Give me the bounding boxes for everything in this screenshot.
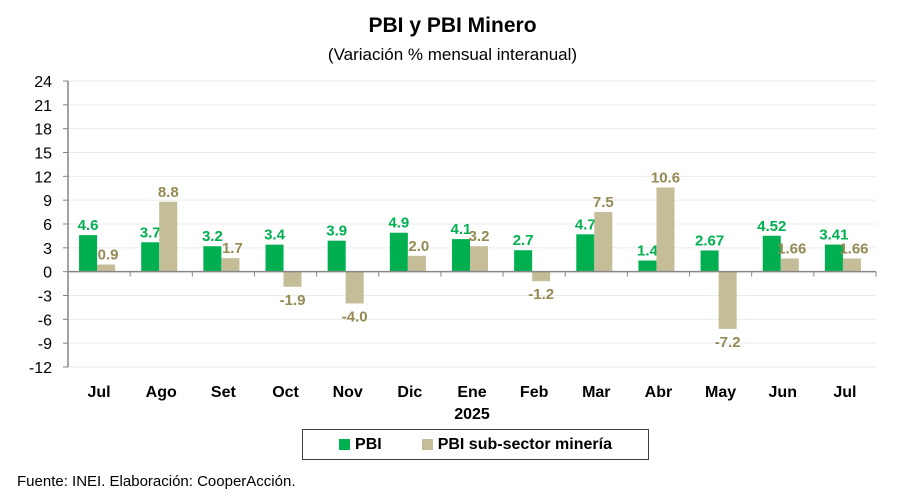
bar-mineria <box>97 264 116 272</box>
data-label-pbi: 4.9 <box>388 215 409 232</box>
data-label-mineria: 2.0 <box>408 238 429 255</box>
data-label-pbi: 3.2 <box>202 228 223 245</box>
data-label-mineria: 0.9 <box>98 247 119 264</box>
x-tick-label: Ene <box>457 384 486 401</box>
data-label-pbi: 3.7 <box>140 224 161 241</box>
bar-mineria <box>283 271 302 287</box>
y-tick-label: 24 <box>34 74 52 91</box>
data-label-pbi: 3.9 <box>326 223 347 240</box>
bar-mineria <box>594 212 613 272</box>
x-tick-label: Abr <box>645 384 673 401</box>
legend-item-mineria: PBI sub-sector minería <box>421 435 612 454</box>
legend: PBI PBI sub-sector minería <box>302 429 649 460</box>
legend-label-mineria: PBI sub-sector minería <box>437 435 612 453</box>
chart-title: PBI y PBI Minero <box>368 14 537 37</box>
x-tick-label: Feb <box>520 384 549 401</box>
bar-pbi <box>265 244 284 272</box>
legend-swatch-pbi <box>339 439 351 450</box>
bar-mineria <box>532 271 551 282</box>
data-label-mineria: 8.8 <box>158 184 179 201</box>
data-label-pbi: 4.7 <box>575 216 596 233</box>
y-tick-label: 6 <box>43 217 52 234</box>
bar-pbi <box>141 242 160 272</box>
data-label-pbi: 2.7 <box>513 232 534 249</box>
x-tick-label: Jul <box>88 384 111 401</box>
data-label-mineria: 1.66 <box>839 240 868 257</box>
y-tick-label: 12 <box>34 169 52 186</box>
data-label-pbi: 4.1 <box>451 221 472 238</box>
data-label-mineria: 10.6 <box>651 169 680 186</box>
x-tick-label: Oct <box>272 384 299 401</box>
data-label-mineria: -4.0 <box>342 308 368 325</box>
bar-pbi <box>514 250 533 272</box>
year-label: 2025 <box>454 406 490 423</box>
bar-pbi <box>327 240 346 272</box>
y-tick-label: 15 <box>34 146 52 163</box>
y-tick-label: 3 <box>43 241 52 258</box>
bar-chart: 24 21 18 15 12 9 6 3 0 -3 -6 -9 -12 4.6 3.7 3.2 3.4 3.9 4.… <box>29 74 877 423</box>
data-label-mineria: 1.7 <box>222 240 243 257</box>
y-tick-label: -9 <box>38 336 52 353</box>
x-tick-label: May <box>705 384 736 401</box>
bar-mineria <box>718 271 737 329</box>
bar-mineria <box>221 258 240 272</box>
data-label-pbi: 4.6 <box>78 217 99 234</box>
x-tick-label: Dic <box>397 384 422 401</box>
bar-pbi <box>203 246 222 272</box>
bar-mineria <box>656 187 675 272</box>
data-label-pbi: 3.41 <box>819 227 848 244</box>
bar-mineria <box>780 258 799 272</box>
y-tick-label: -6 <box>38 312 52 329</box>
bar-mineria <box>407 255 426 272</box>
bar-pbi <box>700 250 719 272</box>
x-tick-label: Mar <box>582 384 610 401</box>
data-label-pbi: 3.4 <box>264 227 286 244</box>
x-tick-label: Ago <box>146 384 177 401</box>
data-label-pbi: 4.52 <box>757 218 786 235</box>
y-tick-label: 21 <box>34 98 52 115</box>
data-label-mineria: -7.2 <box>715 334 741 351</box>
data-label-mineria: 7.5 <box>593 194 614 211</box>
source-note: Fuente: INEI. Elaboración: CooperAcción. <box>17 473 296 490</box>
y-tick-label: 0 <box>43 265 52 282</box>
data-label-mineria: -1.9 <box>280 292 306 309</box>
bar-mineria <box>470 246 489 272</box>
chart-subtitle: (Variación % mensual interanual) <box>327 45 578 64</box>
bar-mineria <box>159 201 178 272</box>
data-label-pbi: 1.4 <box>637 243 659 260</box>
bar-pbi <box>762 235 781 272</box>
data-label-mineria: 3.2 <box>469 228 490 245</box>
bar-pbi <box>576 234 595 272</box>
legend-item-pbi: PBI <box>339 436 382 454</box>
data-label-mineria: 1.66 <box>777 240 806 257</box>
x-tick-label: Jun <box>769 384 797 401</box>
bar-pbi <box>451 239 470 272</box>
y-tick-label: 18 <box>34 122 52 139</box>
legend-swatch-mineria <box>421 439 433 450</box>
bar-mineria <box>842 258 861 272</box>
data-label-mineria: -1.2 <box>528 286 554 303</box>
data-label-pbi: 2.67 <box>695 232 724 249</box>
x-tick-label: Jul <box>833 384 856 401</box>
y-tick-label: 9 <box>43 193 52 210</box>
bar-pbi <box>638 260 657 272</box>
bar-mineria <box>345 271 364 304</box>
y-tick-label: -12 <box>29 360 52 377</box>
y-tick-label: -3 <box>38 289 52 306</box>
x-tick-label: Nov <box>333 384 363 401</box>
bar-pbi <box>79 235 98 272</box>
x-tick-label: Set <box>211 384 237 401</box>
bar-pbi <box>824 244 843 272</box>
bar-pbi <box>389 232 408 272</box>
legend-label-pbi: PBI <box>355 435 382 453</box>
